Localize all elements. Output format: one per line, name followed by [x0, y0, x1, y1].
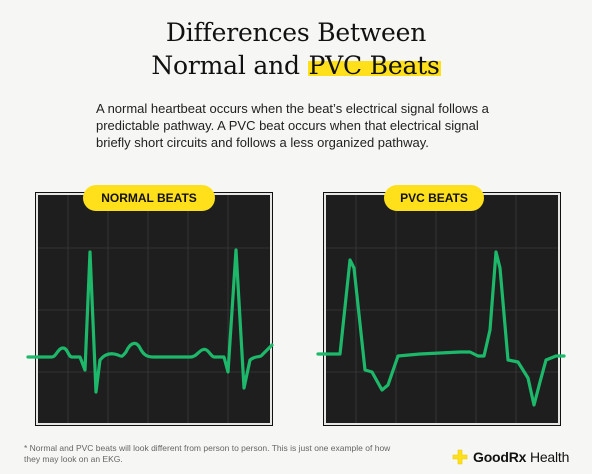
page-title: Differences Between Normal and PVC Beats: [0, 16, 592, 82]
title-prefix: Normal and: [151, 51, 308, 80]
title-line-1: Differences Between: [165, 18, 427, 47]
plus-cross-icon: [452, 449, 468, 465]
title-line-2: Normal and PVC Beats: [0, 49, 592, 82]
brand-name-light: Health: [526, 449, 570, 465]
pvc-beats-label: PVC BEATS: [384, 185, 484, 211]
pvc-ekg-panel: [323, 192, 561, 426]
brand-name: GoodRx Health: [473, 449, 569, 465]
footnote: * Normal and PVC beats will look differe…: [24, 443, 391, 464]
intro-text: A normal heartbeat occurs when the beat’…: [96, 101, 489, 150]
normal-ekg-panel: [35, 192, 273, 426]
brand-name-bold: GoodRx: [473, 449, 527, 465]
normal-beats-label: NORMAL BEATS: [83, 185, 215, 211]
brand-logo[interactable]: GoodRx Health: [452, 449, 569, 465]
title-highlight: PVC Beats: [307, 51, 441, 80]
